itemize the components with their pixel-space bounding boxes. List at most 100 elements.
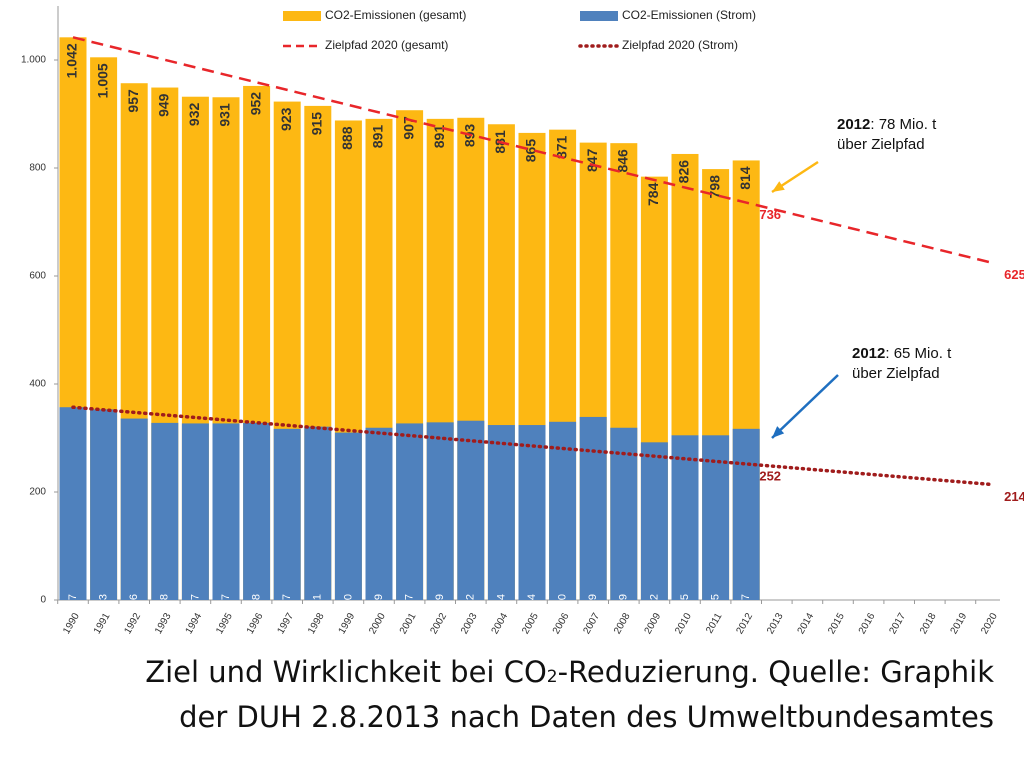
data-label: 1.042 (64, 43, 80, 78)
data-label: 923 (278, 107, 294, 131)
data-label: 784 (645, 182, 661, 206)
data-label: 330 (557, 594, 569, 612)
annotation-bold: 2012 (837, 116, 870, 133)
x-tick-label: 2003 (459, 611, 480, 636)
data-label: 327 (404, 594, 416, 612)
bar (304, 426, 332, 600)
annotation-bold: 2012 (852, 345, 885, 362)
x-tick-label: 2017 (887, 611, 908, 636)
bar (90, 409, 118, 600)
data-label: 931 (217, 103, 233, 127)
y-tick-label: 0 (40, 595, 46, 606)
data-label: 826 (676, 160, 692, 184)
data-label: 324 (526, 594, 538, 612)
bar (365, 427, 393, 600)
bar (610, 427, 638, 600)
data-label: 847 (584, 148, 600, 172)
bar (487, 425, 515, 600)
data-label: 305 (710, 594, 722, 612)
x-tick-label: 2002 (428, 611, 449, 636)
annotation-arrow (771, 374, 839, 439)
data-label: 319 (373, 594, 385, 612)
annotation-text: : 65 Mio. t (885, 345, 952, 362)
bar (243, 422, 271, 600)
bar (334, 432, 362, 600)
x-tick-label: 2013 (765, 611, 786, 636)
data-label: 952 (247, 92, 263, 116)
legend-label: Zielpfad 2020 (Strom) (622, 38, 738, 52)
caption: Ziel und Wirklichkeit bei CO2-Reduzierun… (145, 652, 994, 737)
legend-label: CO2-Emissionen (gesamt) (325, 8, 466, 22)
line-label: 252 (759, 468, 781, 483)
x-tick-label: 1991 (92, 611, 113, 636)
data-label: 891 (431, 125, 447, 149)
x-tick-label: 2004 (490, 611, 511, 636)
annotation: 2012: 65 Mio. t (852, 345, 952, 362)
y-tick-label: 1.000 (21, 55, 46, 66)
x-tick-label: 1999 (337, 611, 358, 636)
caption-text: Ziel und Wirklichkeit bei CO (145, 655, 547, 689)
data-label: 865 (523, 139, 539, 163)
caption-text: der DUH 2.8.2013 nach Daten des Umweltbu… (179, 700, 994, 734)
data-label: 310 (342, 594, 354, 612)
chart: 0 200 400 600 800 1.000 1990 1991 1992 1993 1994 19… (21, 6, 1024, 636)
x-tick-label: 2008 (612, 611, 633, 636)
data-label: 932 (186, 103, 202, 127)
data-label: 957 (125, 89, 141, 113)
y-tick-label: 400 (29, 379, 46, 390)
line-label: 736 (759, 207, 781, 222)
data-label: 336 (128, 594, 140, 612)
x-tick-label: 2018 (918, 611, 939, 636)
bar (426, 422, 454, 600)
bar (549, 421, 577, 600)
bar (457, 420, 485, 600)
data-label: 814 (737, 166, 753, 190)
legend-swatch (283, 11, 321, 21)
y-tick-label: 800 (29, 163, 46, 174)
data-label: 357 (67, 594, 79, 612)
bar (151, 422, 179, 600)
x-tick-label: 2014 (796, 611, 817, 636)
data-label: 1.005 (94, 63, 110, 98)
annotation: über Zielpfad (852, 365, 940, 382)
line-label: 214 (1004, 489, 1024, 504)
data-label: 353 (98, 594, 110, 612)
x-tick-label: 2015 (826, 611, 847, 636)
caption-sub: 2 (546, 667, 558, 687)
data-label: 339 (587, 594, 599, 612)
data-label: 328 (251, 594, 263, 612)
bar (518, 425, 546, 600)
x-tick-label: 1998 (306, 611, 327, 636)
data-label: 317 (740, 594, 752, 612)
bar (732, 428, 760, 600)
x-tick-label: 2000 (367, 611, 388, 636)
x-tick-label: 2020 (979, 611, 1000, 636)
data-label: 319 (618, 594, 630, 612)
bar (640, 442, 668, 600)
data-label: 327 (220, 594, 232, 612)
x-tick-label: 1995 (214, 611, 235, 636)
x-tick-label: 2006 (551, 611, 572, 636)
x-tick-label: 2007 (581, 611, 602, 636)
y-tick-label: 600 (29, 271, 46, 282)
data-label: 915 (309, 112, 325, 136)
target-line (72, 36, 992, 264)
bar (212, 423, 240, 600)
annotation: 2012: 78 Mio. t (837, 116, 937, 133)
data-label: 949 (156, 93, 172, 117)
bar (120, 418, 148, 600)
x-tick-label: 1996 (245, 611, 266, 636)
legend-swatch (580, 11, 618, 21)
data-label: 327 (189, 594, 201, 612)
bar (273, 428, 301, 600)
legend-label: CO2-Emissionen (Strom) (622, 8, 756, 22)
annotation-text: : 78 Mio. t (870, 116, 937, 133)
line-label: 625 (1004, 267, 1024, 282)
annotation: über Zielpfad (837, 136, 925, 153)
annotation-arrowhead (772, 426, 785, 438)
x-tick-label: 2010 (673, 611, 694, 636)
data-label: 332 (465, 594, 477, 612)
data-label: 292 (648, 594, 660, 612)
data-label: 846 (615, 149, 631, 173)
